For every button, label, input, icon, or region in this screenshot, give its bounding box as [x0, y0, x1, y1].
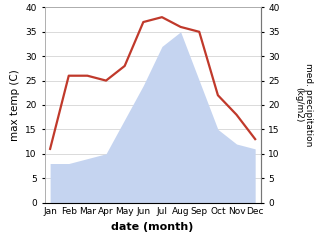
X-axis label: date (month): date (month): [111, 222, 194, 232]
Y-axis label: max temp (C): max temp (C): [10, 69, 20, 141]
Y-axis label: med. precipitation
(kg/m2): med. precipitation (kg/m2): [294, 63, 313, 147]
